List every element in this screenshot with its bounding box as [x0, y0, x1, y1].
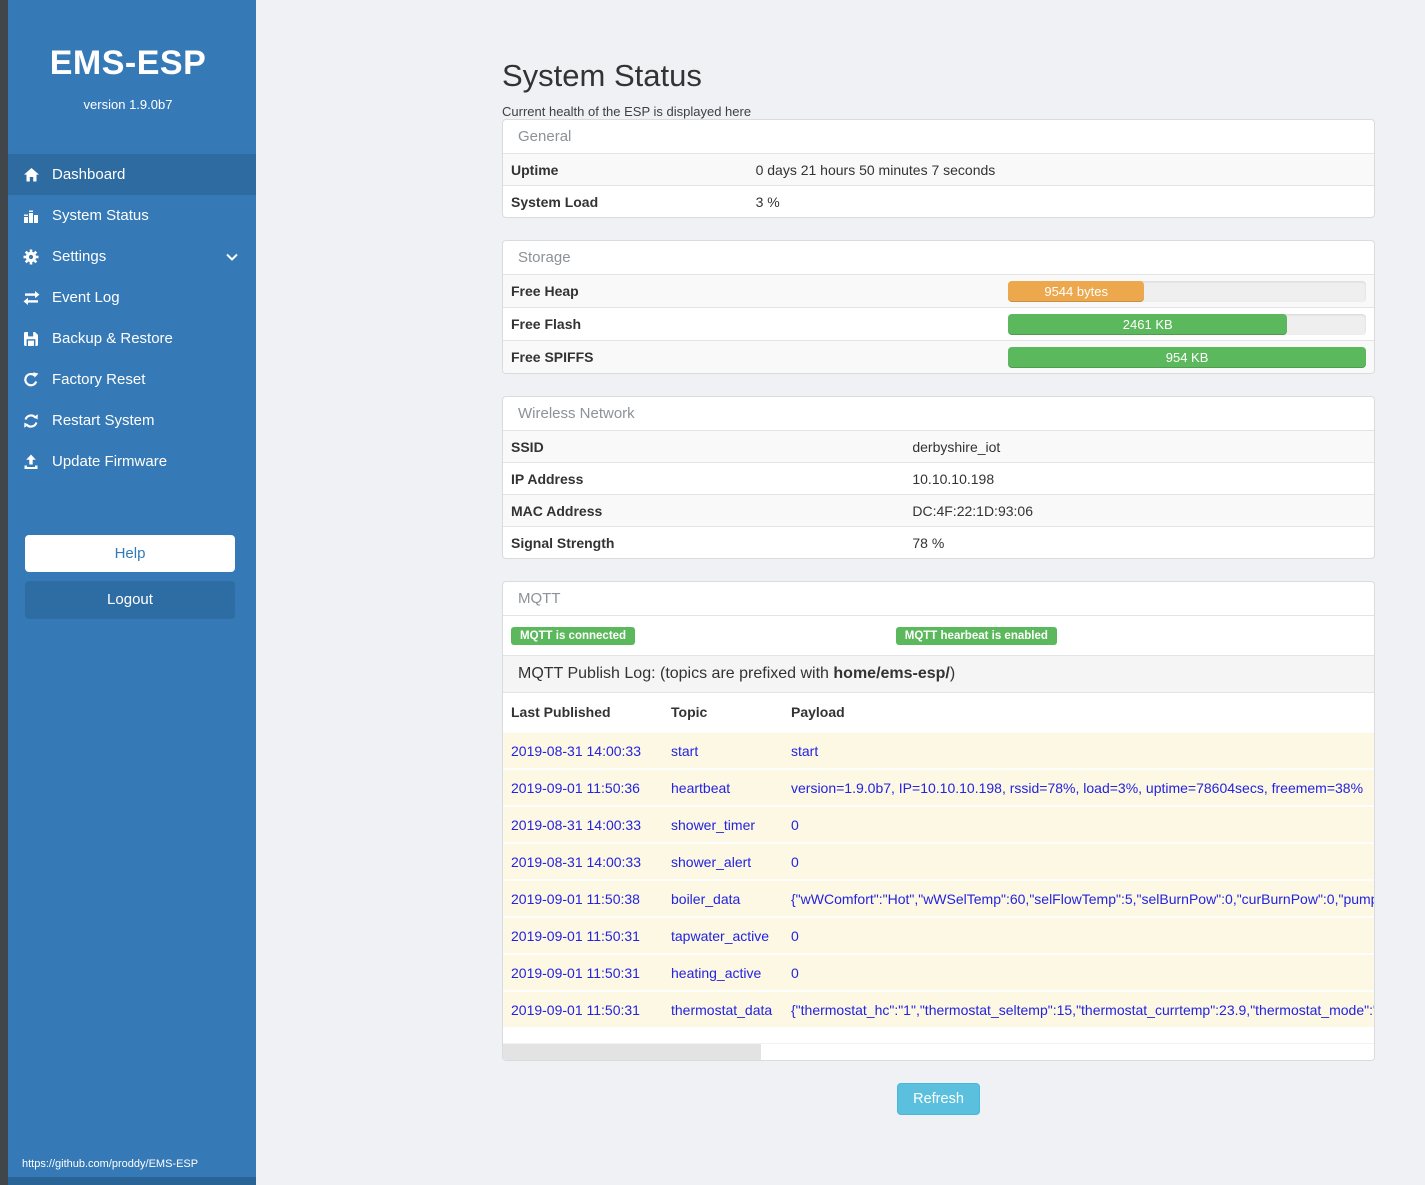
free-flash-progress-track: 2461 KB: [1008, 314, 1366, 335]
sidebar-item-label: Backup & Restore: [52, 330, 173, 347]
log-row: 2019-09-01 11:50:31 heating_active 0: [503, 953, 1374, 990]
help-button[interactable]: Help: [25, 535, 235, 572]
wireless-panel: Wireless Network SSID derbyshire_iot IP …: [502, 396, 1375, 559]
logout-button[interactable]: Logout: [25, 581, 235, 619]
refresh-button[interactable]: Refresh: [897, 1083, 980, 1115]
log-row: 2019-08-31 14:00:33 shower_alert 0: [503, 842, 1374, 879]
sidebar-item-label: System Status: [52, 207, 149, 224]
save-icon: [22, 331, 40, 347]
system-status-icon: [22, 208, 40, 224]
free-heap-row: Free Heap 9544 bytes: [503, 274, 1374, 307]
mqtt-panel-heading: MQTT: [518, 590, 561, 607]
sidebar-item-factory-reset[interactable]: Factory Reset: [8, 359, 256, 400]
signal-strength-row: Signal Strength 78 %: [503, 526, 1374, 558]
mqtt-log-table: Last Published Topic Payload 2019-08-31 …: [503, 692, 1374, 1027]
refresh-icon: [22, 413, 40, 429]
sidebar-edge: [0, 0, 8, 1185]
mac-address-row: MAC Address DC:4F:22:1D:93:06: [503, 494, 1374, 526]
log-row: 2019-09-01 11:50:38 boiler_data {"wWComf…: [503, 879, 1374, 916]
uptime-label: Uptime: [511, 162, 559, 178]
system-load-label: System Load: [511, 194, 599, 210]
refresh-row: Refresh: [502, 1083, 1375, 1115]
sidebar-menu: Dashboard System Status: [8, 154, 256, 482]
gear-icon: [22, 249, 40, 265]
exchange-icon: [22, 290, 40, 306]
system-load-row: System Load 3 %: [503, 185, 1374, 217]
sidebar-item-label: Event Log: [52, 289, 120, 306]
sidebar-item-label: Settings: [52, 248, 107, 265]
mac-address-value: DC:4F:22:1D:93:06: [912, 503, 1033, 519]
page-title: System Status: [502, 58, 702, 93]
general-panel: General Uptime 0 days 21 hours 50 minute…: [502, 119, 1375, 218]
upload-icon: [22, 454, 40, 470]
sidebar-item-event-log[interactable]: Event Log: [8, 277, 256, 318]
sidebar-item-update-firmware[interactable]: Update Firmware: [8, 441, 256, 482]
home-icon: [22, 167, 40, 183]
wireless-panel-heading: Wireless Network: [518, 405, 635, 422]
mqtt-connected-badge: MQTT is connected: [511, 627, 636, 645]
free-heap-progress-bar: 9544 bytes: [1008, 281, 1145, 302]
system-load-value: 3 %: [755, 194, 780, 210]
storage-panel-heading: Storage: [518, 249, 571, 266]
free-spiffs-label: Free SPIFFS: [511, 349, 594, 365]
sidebar-item-settings[interactable]: Settings: [8, 236, 256, 277]
log-bottom-space: [503, 1027, 1374, 1043]
horizontal-scrollbar[interactable]: [503, 1043, 1374, 1060]
mac-address-label: MAC Address: [511, 503, 603, 519]
storage-panel: Storage Free Heap 9544 bytes Free Flash …: [502, 240, 1375, 374]
horizontal-scrollbar-thumb[interactable]: [503, 1044, 761, 1060]
rotate-icon: [22, 371, 40, 388]
free-heap-label: Free Heap: [511, 283, 579, 299]
sidebar-item-label: Update Firmware: [52, 453, 168, 470]
log-row: 2019-08-31 14:00:33 start start: [503, 731, 1374, 768]
sidebar-bottom-strip: [0, 1177, 256, 1185]
sidebar-item-system-status[interactable]: System Status: [8, 195, 256, 236]
free-heap-progress-track: 9544 bytes: [1008, 281, 1366, 302]
sidebar-item-restart-system[interactable]: Restart System: [8, 400, 256, 441]
sidebar-item-label: Dashboard: [52, 166, 126, 183]
ssid-row: SSID derbyshire_iot: [503, 430, 1374, 462]
log-row: 2019-09-01 11:50:36 heartbeat version=1.…: [503, 768, 1374, 805]
ip-address-value: 10.10.10.198: [912, 471, 995, 487]
app-version: version 1.9.0b7: [83, 97, 173, 112]
general-panel-heading: General: [518, 128, 572, 145]
free-spiffs-row: Free SPIFFS 954 KB: [503, 340, 1374, 373]
ip-address-row: IP Address 10.10.10.198: [503, 462, 1374, 494]
free-spiffs-progress-track: 954 KB: [1008, 347, 1366, 368]
sidebar-item-dashboard[interactable]: Dashboard: [8, 154, 256, 195]
sidebar-item-label: Factory Reset: [52, 371, 146, 388]
page-subtitle: Current health of the ESP is displayed h…: [502, 104, 752, 119]
free-flash-progress-bar: 2461 KB: [1008, 314, 1288, 335]
chevron-down-icon: [226, 248, 238, 265]
mqtt-badges-row: MQTT is connected MQTT hearbeat is enabl…: [503, 615, 1374, 655]
uptime-value: 0 days 21 hours 50 minutes 7 seconds: [755, 162, 996, 178]
github-link[interactable]: https://github.com/proddy/EMS-ESP: [22, 1158, 199, 1170]
sidebar-item-backup-restore[interactable]: Backup & Restore: [8, 318, 256, 359]
col-topic: Topic: [671, 704, 708, 720]
mqtt-log-header: Last Published Topic Payload: [503, 693, 1374, 731]
free-flash-label: Free Flash: [511, 316, 582, 332]
brand: EMS-ESP version 1.9.0b7: [0, 0, 256, 112]
mqtt-panel: MQTT MQTT is connected MQTT hearbeat is …: [502, 581, 1375, 1061]
sidebar: EMS-ESP version 1.9.0b7 Dashboard System…: [0, 0, 256, 1185]
ssid-value: derbyshire_iot: [912, 439, 1001, 455]
free-flash-row: Free Flash 2461 KB: [503, 307, 1374, 340]
log-row: 2019-09-01 11:50:31 thermostat_data {"th…: [503, 990, 1374, 1027]
col-payload: Payload: [791, 704, 845, 720]
log-row: 2019-08-31 14:00:33 shower_timer 0: [503, 805, 1374, 842]
mqtt-heartbeat-badge: MQTT hearbeat is enabled: [895, 627, 1057, 645]
ip-address-label: IP Address: [511, 471, 584, 487]
sidebar-item-label: Restart System: [52, 412, 155, 429]
mqtt-topic-prefix: home/ems-esp/: [833, 665, 950, 682]
signal-strength-label: Signal Strength: [511, 535, 615, 551]
signal-strength-value: 78 %: [912, 535, 945, 551]
main-content: System Status Current health of the ESP …: [502, 58, 1375, 1115]
free-spiffs-progress-bar: 954 KB: [1008, 347, 1366, 368]
mqtt-log-title: MQTT Publish Log: (topics are prefixed w…: [503, 655, 1374, 692]
uptime-row: Uptime 0 days 21 hours 50 minutes 7 seco…: [503, 153, 1374, 185]
ssid-label: SSID: [511, 439, 544, 455]
log-row: 2019-09-01 11:50:31 tapwater_active 0: [503, 916, 1374, 953]
col-last-published: Last Published: [511, 704, 611, 720]
app-title: EMS-ESP: [49, 44, 207, 82]
